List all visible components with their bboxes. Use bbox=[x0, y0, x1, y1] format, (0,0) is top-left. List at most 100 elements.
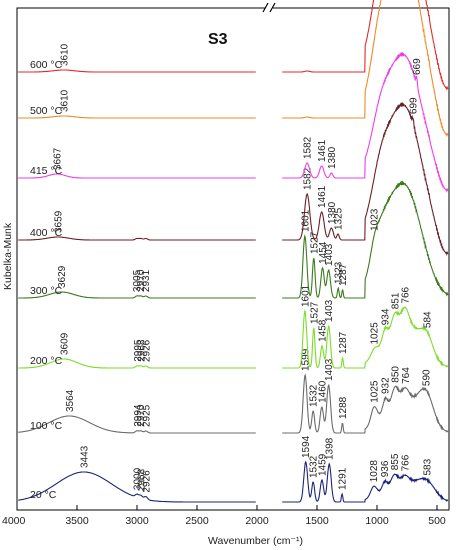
peak-label-3610: 3610 bbox=[59, 89, 70, 112]
peak-label-932: 932 bbox=[381, 377, 392, 394]
peak-label-1532: 1532 bbox=[309, 455, 320, 478]
axis-break-marker bbox=[262, 2, 276, 13]
peak-label-1403: 1403 bbox=[324, 243, 335, 266]
peak-label-1323: 1323 bbox=[334, 261, 345, 284]
peak-label-1594: 1594 bbox=[301, 435, 312, 458]
peak-label-584: 584 bbox=[422, 311, 433, 328]
peak-label-3000: 3000 bbox=[133, 467, 144, 490]
chart-title: S3 bbox=[208, 31, 228, 48]
series-line bbox=[18, 69, 256, 73]
x-tick-label-1500: 1500 bbox=[305, 515, 329, 527]
peak-label-1582: 1582 bbox=[303, 136, 314, 159]
peak-label-1461: 1461 bbox=[317, 185, 328, 208]
temperature-label: 600 °C bbox=[30, 59, 63, 71]
peak-label-1403: 1403 bbox=[324, 358, 335, 381]
series-line bbox=[282, 306, 449, 369]
series-line bbox=[18, 291, 256, 299]
peak-label-1325: 1325 bbox=[334, 207, 345, 230]
peak-label-1601: 1601 bbox=[300, 209, 311, 232]
peak-label-1380: 1380 bbox=[327, 201, 338, 224]
temperature-label: 100 °C bbox=[30, 420, 63, 432]
peak-label-1582: 1582 bbox=[303, 167, 314, 190]
series-line bbox=[282, 102, 449, 257]
x-tick-label-1000: 1000 bbox=[365, 515, 389, 527]
series-line bbox=[18, 415, 256, 434]
peak-label-3564: 3564 bbox=[65, 389, 76, 412]
peak-label-583: 583 bbox=[423, 458, 434, 475]
peak-label-1532: 1532 bbox=[309, 384, 320, 407]
peak-label-850: 850 bbox=[391, 366, 402, 383]
peak-label-1460: 1460 bbox=[317, 380, 328, 403]
peak-label-2995: 2995 bbox=[133, 339, 144, 362]
peak-label-1527: 1527 bbox=[309, 301, 320, 324]
series-line bbox=[282, 0, 449, 138]
peak-label-851: 851 bbox=[390, 292, 401, 309]
peak-label-1380: 1380 bbox=[327, 146, 338, 169]
x-tick-label-2500: 2500 bbox=[185, 515, 209, 527]
peak-label-766: 766 bbox=[401, 454, 412, 471]
y-axis-label: Kubelka-Munk bbox=[2, 222, 14, 290]
peak-label-3609: 3609 bbox=[59, 332, 70, 355]
peak-label-669: 669 bbox=[412, 58, 423, 75]
peak-label-2926: 2926 bbox=[141, 470, 152, 493]
series-line bbox=[18, 236, 256, 241]
peak-label-2931: 2931 bbox=[141, 269, 152, 292]
peak-label-1287: 1287 bbox=[338, 263, 349, 286]
peak-label-936: 936 bbox=[380, 460, 391, 477]
x-tick-label-3500: 3500 bbox=[65, 515, 89, 527]
peak-label-764: 764 bbox=[401, 367, 412, 384]
peak-label-1287: 1287 bbox=[338, 331, 349, 354]
peak-label-3629: 3629 bbox=[57, 265, 68, 288]
peak-label-1527: 1527 bbox=[309, 231, 320, 254]
series-line bbox=[282, 52, 449, 193]
series-line bbox=[18, 173, 256, 179]
peak-label-1398: 1398 bbox=[325, 437, 336, 460]
series-line bbox=[282, 373, 449, 434]
x-tick-label-2000: 2000 bbox=[245, 515, 269, 527]
peak-label-1601: 1601 bbox=[300, 284, 311, 307]
peak-label-1025: 1025 bbox=[370, 380, 381, 403]
peak-label-2994: 2994 bbox=[133, 404, 144, 427]
peak-label-855: 855 bbox=[390, 453, 401, 470]
x-tick-label-4000: 4000 bbox=[2, 515, 26, 527]
peak-label-1291: 1291 bbox=[338, 467, 349, 490]
temperature-label: 20 °C bbox=[30, 489, 57, 501]
temperature-label: 415 °C bbox=[30, 165, 63, 177]
peak-label-934: 934 bbox=[380, 308, 391, 325]
peak-label-2968: 2968 bbox=[136, 469, 147, 492]
peak-label-2925: 2925 bbox=[142, 404, 153, 427]
series-line bbox=[282, 180, 449, 299]
peak-label-1288: 1288 bbox=[338, 396, 349, 419]
series-line bbox=[282, 460, 449, 503]
x-axis-label: Wavenumber (cm⁻¹) bbox=[208, 535, 303, 547]
temperature-label: 200 °C bbox=[30, 355, 63, 367]
peak-label-699: 699 bbox=[409, 97, 420, 114]
peak-label-3443: 3443 bbox=[79, 445, 90, 468]
peak-label-1459: 1459 bbox=[317, 453, 328, 476]
peak-label-1403: 1403 bbox=[324, 299, 335, 322]
peak-label-1458: 1458 bbox=[318, 319, 329, 342]
peak-label-2970: 2970 bbox=[136, 404, 147, 427]
peak-label-1025: 1025 bbox=[370, 322, 381, 345]
series-line bbox=[18, 471, 256, 503]
peak-label-1454: 1454 bbox=[318, 241, 329, 264]
peak-label-3667: 3667 bbox=[53, 147, 64, 170]
peak-label-1599: 1599 bbox=[301, 348, 312, 371]
x-tick-label-500: 500 bbox=[428, 515, 446, 527]
peak-label-3005: 3005 bbox=[132, 269, 143, 292]
series-line bbox=[18, 358, 256, 369]
temperature-label: 300 °C bbox=[30, 285, 63, 297]
peak-label-1028: 1028 bbox=[369, 460, 380, 483]
temperature-label: 500 °C bbox=[30, 105, 63, 117]
peak-label-1461: 1461 bbox=[317, 139, 328, 162]
plot-frame bbox=[16, 7, 450, 511]
